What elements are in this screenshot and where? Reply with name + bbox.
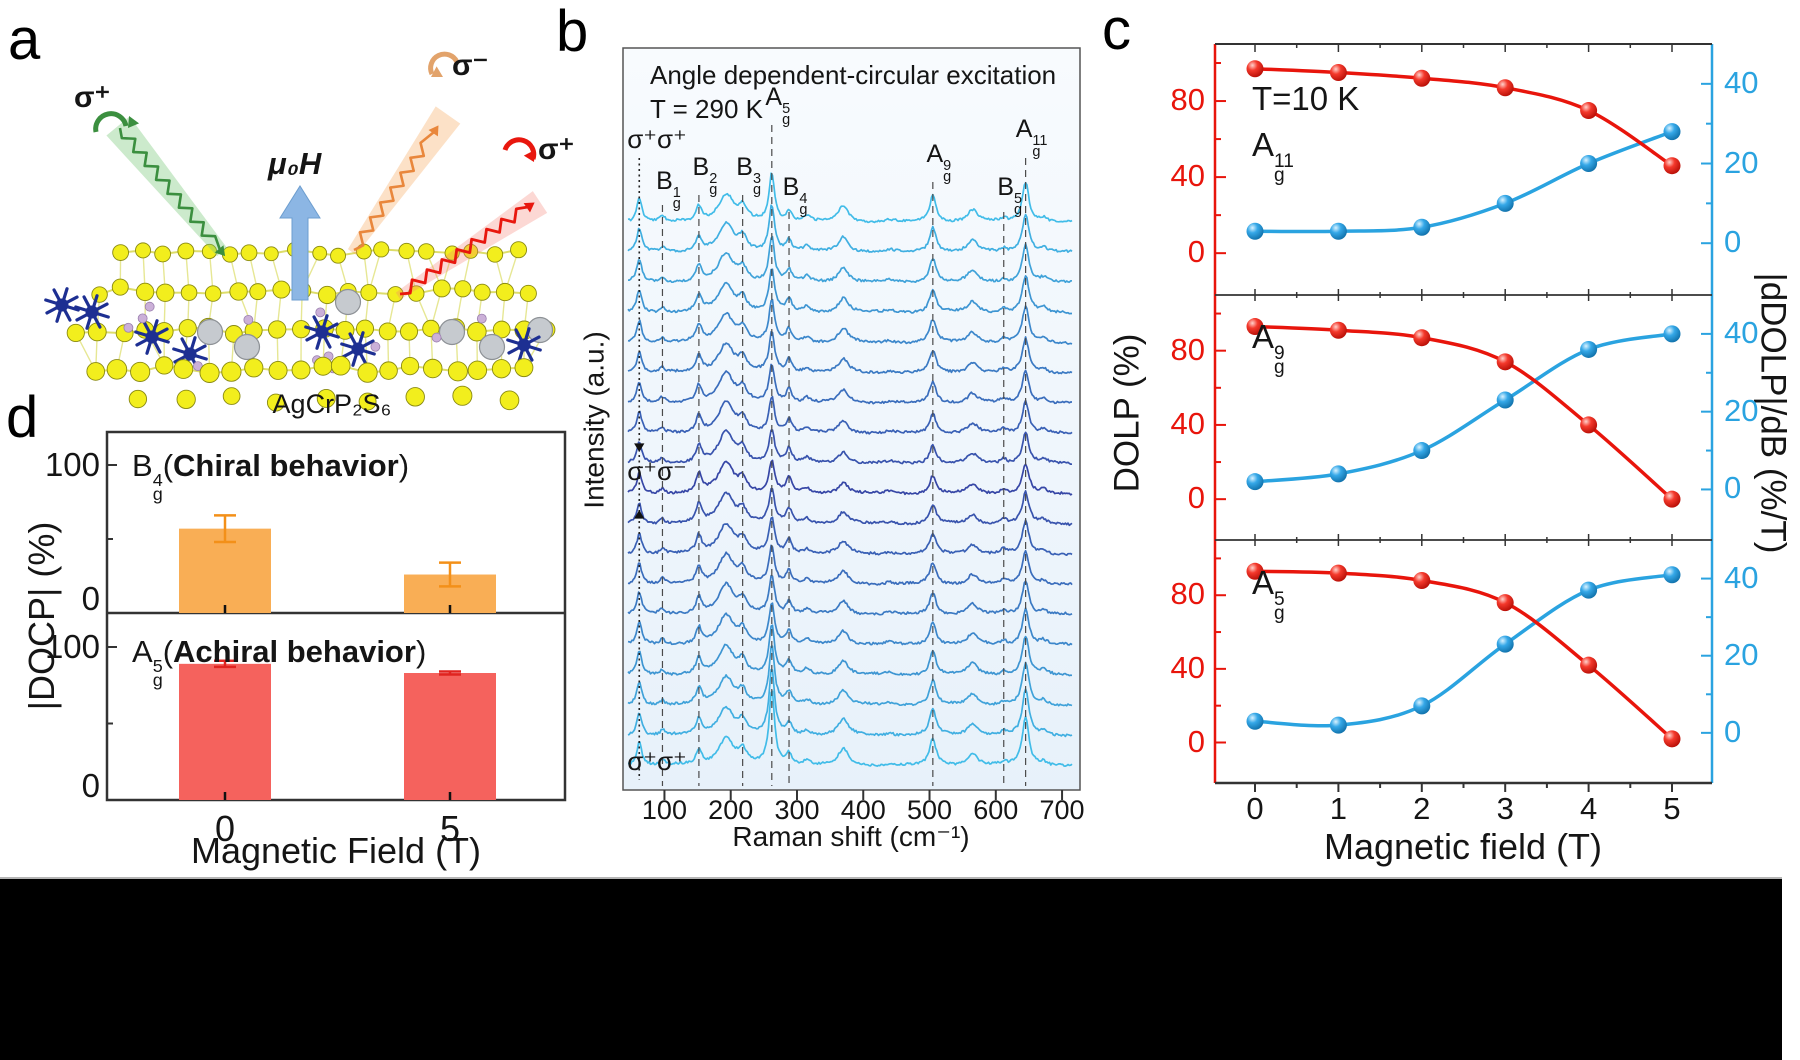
polarization-label-mid: σ⁺σ⁻ [627,456,687,486]
panel-c-left-tick-label: 40 [1170,158,1205,194]
polarization-label-bottom: σ⁺σ⁺ [627,746,687,776]
panel-c-xtick-label: 2 [1413,791,1431,826]
sigma-minus-scattered-label: σ⁻ [452,49,489,82]
panel-c-right-tick-label: 40 [1724,64,1759,100]
panel-d-ylabel: |DOCP| (%) [21,521,63,711]
panel-c-right-tick-label: 0 [1724,470,1742,506]
panel-c-xtick-label: 1 [1329,791,1348,826]
panel-c-mode-label: A 11 g [1252,126,1294,187]
chromium-atoms [44,287,542,372]
panel-d-xtick-label: 5 [439,808,461,849]
panel-d-letter: d [6,385,39,450]
panel-c-xtick-label: 3 [1496,791,1514,826]
panel-b-title: Angle dependent-circular excitation [650,60,1057,90]
panel-c-right-tick-label: 0 [1724,224,1742,260]
panel-b-temperature: T = 290 K [650,94,763,124]
panel-d-docp-bars [105,430,567,802]
panel-b-ylabel: Intensity (a.u.) [578,331,610,509]
panel-c-right-tick-label: 20 [1724,392,1759,428]
panel-c-xlabel: Magnetic field (T) [1323,826,1603,867]
panel-c-xtick-label: 4 [1579,791,1598,826]
figure-text-layer: a b c d σ⁺ σ⁻ σ⁺ μ₀H AgCrP₂S₆ Angle depe… [6,0,1793,871]
panel-c-letter: c [1102,0,1131,62]
panel-d-mode-label: A 5 g (Achiral behavior) [132,634,427,690]
panel-c-right-tick-label: 0 [1724,713,1742,749]
panel-d-mode-label: B 4 g (Chiral behavior) [132,448,410,504]
panel-b-xtick-label: 700 [1039,795,1085,825]
magnetic-field-vector-label: μ₀H [268,146,322,181]
panel-c-right-ylabel: |dDOLP|/dB (%/T) [1753,272,1793,554]
material-formula-label: AgCrP₂S₆ [272,389,392,419]
figure-plot-layer [44,43,1714,802]
panel-b-raman-spectra [622,47,1081,800]
panel-c-xtick-label: 0 [1246,791,1264,826]
panel-c-left-tick-label: 0 [1187,723,1205,759]
panel-c-left-tick-label: 40 [1170,649,1205,685]
panel-d-xtick-label: 0 [214,808,236,849]
sulfur-atoms-front [86,355,534,412]
sulfur-atoms-back [66,241,556,343]
panel-c-left-tick-label: 0 [1187,234,1205,270]
panel-c-left-tick-label: 80 [1170,576,1205,612]
peak-label: A 11 g [1015,115,1048,161]
panel-c-temperature: T=10 K [1252,80,1360,117]
raman-spectra-curves [627,172,1073,767]
panel-b-xtick-label: 400 [840,795,886,825]
magnetic-field-arrow [279,185,321,301]
panel-c-right-tick-label: 20 [1724,636,1759,672]
panel-c-xtick-label: 5 [1663,791,1681,826]
circular-polarization-arrows [93,51,537,162]
panel-c-left-tick-label: 0 [1187,480,1205,516]
panel-c-right-tick-label: 20 [1724,144,1759,180]
panel-c-dolp-plots [1213,43,1714,792]
panel-c-right-tick-label: 40 [1724,559,1759,595]
sigma-plus-incident-label: σ⁺ [74,81,111,114]
panel-b-xlabel: Raman shift (cm⁻¹) [732,821,970,852]
panel-b-xtick-label: 100 [641,795,687,825]
panel-b-xtick-label: 600 [973,795,1019,825]
silver-atoms [196,288,554,361]
panel-a-illustration [44,51,556,412]
panel-b-xtick-label: 300 [774,795,820,825]
panel-c-left-tick-label: 40 [1170,405,1205,441]
panel-a-letter: a [8,7,41,72]
panel-c-left-tick-label: 80 [1170,331,1205,367]
light-beams [106,106,548,300]
panel-c-left-ylabel: DOLP (%) [1107,333,1147,493]
panel-d-ytick-label: 100 [44,446,100,483]
panel-d-ytick-label: 0 [81,580,100,617]
bottom-black-bar [0,877,1782,1060]
panel-c-right-tick-label: 40 [1724,314,1759,350]
panel-d-xlabel: Magnetic Field (T) [190,830,482,871]
sigma-plus-scattered-label: σ⁺ [538,133,575,166]
panel-b-letter: b [556,0,589,64]
polarization-label-top: σ⁺σ⁺ [627,124,687,154]
panel-c-left-tick-label: 80 [1170,82,1205,118]
panel-d-ytick-label: 100 [44,628,100,665]
panel-b-xtick-label: 200 [708,795,754,825]
peak-guide-lines [634,125,1027,786]
panel-b-xtick-label: 500 [906,795,953,825]
panel-d-ytick-label: 0 [81,767,100,804]
